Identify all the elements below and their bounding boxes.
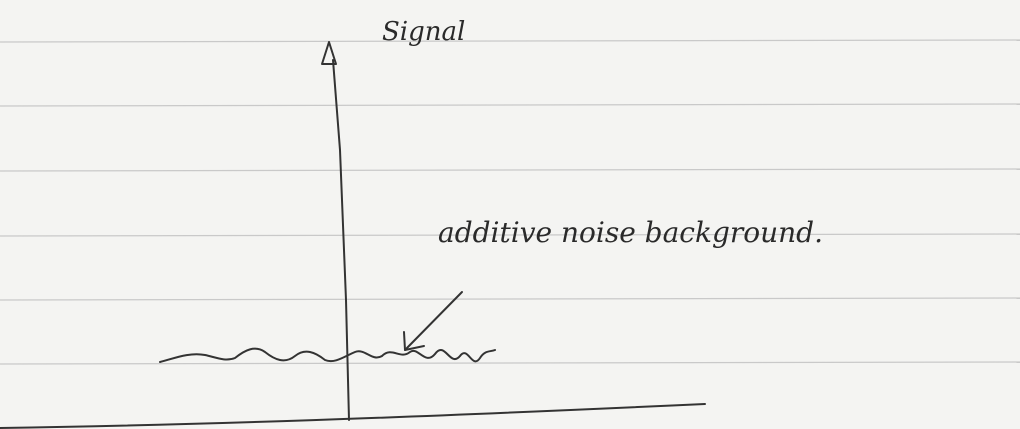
sketch: Signal additive noise background.: [0, 0, 1020, 429]
page: {"labels": {"y_axis": "Signal", "annotat…: [0, 0, 1020, 429]
annotation-text: additive noise background.: [438, 216, 823, 249]
y-axis-label: Signal: [382, 17, 465, 47]
paper: [0, 0, 1020, 429]
